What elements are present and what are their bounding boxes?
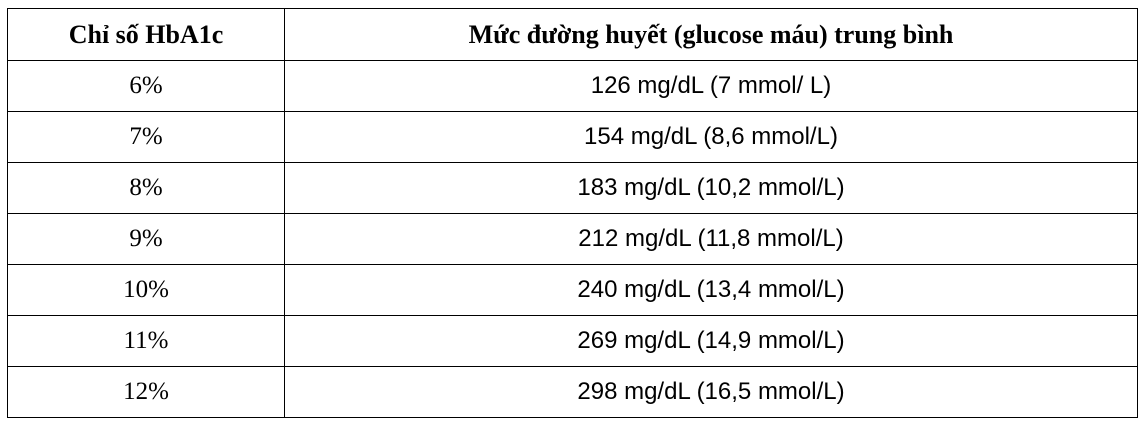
table-row: 9% 212 mg/dL (11,8 mmol/L) — [7, 213, 1138, 265]
hba1c-cell: 8% — [7, 162, 285, 214]
hba1c-cell: 12% — [7, 366, 285, 418]
table-row: 10% 240 mg/dL (13,4 mmol/L) — [7, 264, 1138, 316]
glucose-cell: 154 mg/dL (8,6 mmol/L) — [284, 111, 1138, 163]
header-row: Chỉ số HbA1c Mức đường huyết (glucose má… — [7, 8, 1138, 61]
glucose-cell: 298 mg/dL (16,5 mmol/L) — [284, 366, 1138, 418]
table-row: 12% 298 mg/dL (16,5 mmol/L) — [7, 366, 1138, 418]
hba1c-cell: 11% — [7, 315, 285, 367]
glucose-cell: 269 mg/dL (14,9 mmol/L) — [284, 315, 1138, 367]
hba1c-cell: 6% — [7, 60, 285, 112]
hba1c-cell: 9% — [7, 213, 285, 265]
table-row: 7% 154 mg/dL (8,6 mmol/L) — [7, 111, 1138, 163]
header-glucose: Mức đường huyết (glucose máu) trung bình — [284, 8, 1138, 61]
hba1c-cell: 7% — [7, 111, 285, 163]
glucose-cell: 240 mg/dL (13,4 mmol/L) — [284, 264, 1138, 316]
hba1c-cell: 10% — [7, 264, 285, 316]
table-row: 8% 183 mg/dL (10,2 mmol/L) — [7, 162, 1138, 214]
table-row: 11% 269 mg/dL (14,9 mmol/L) — [7, 315, 1138, 367]
hba1c-glucose-table: Chỉ số HbA1c Mức đường huyết (glucose má… — [7, 8, 1138, 418]
glucose-cell: 212 mg/dL (11,8 mmol/L) — [284, 213, 1138, 265]
table-row: 6% 126 mg/dL (7 mmol/ L) — [7, 60, 1138, 112]
header-hba1c: Chỉ số HbA1c — [7, 8, 285, 61]
glucose-cell: 183 mg/dL (10,2 mmol/L) — [284, 162, 1138, 214]
glucose-cell: 126 mg/dL (7 mmol/ L) — [284, 60, 1138, 112]
